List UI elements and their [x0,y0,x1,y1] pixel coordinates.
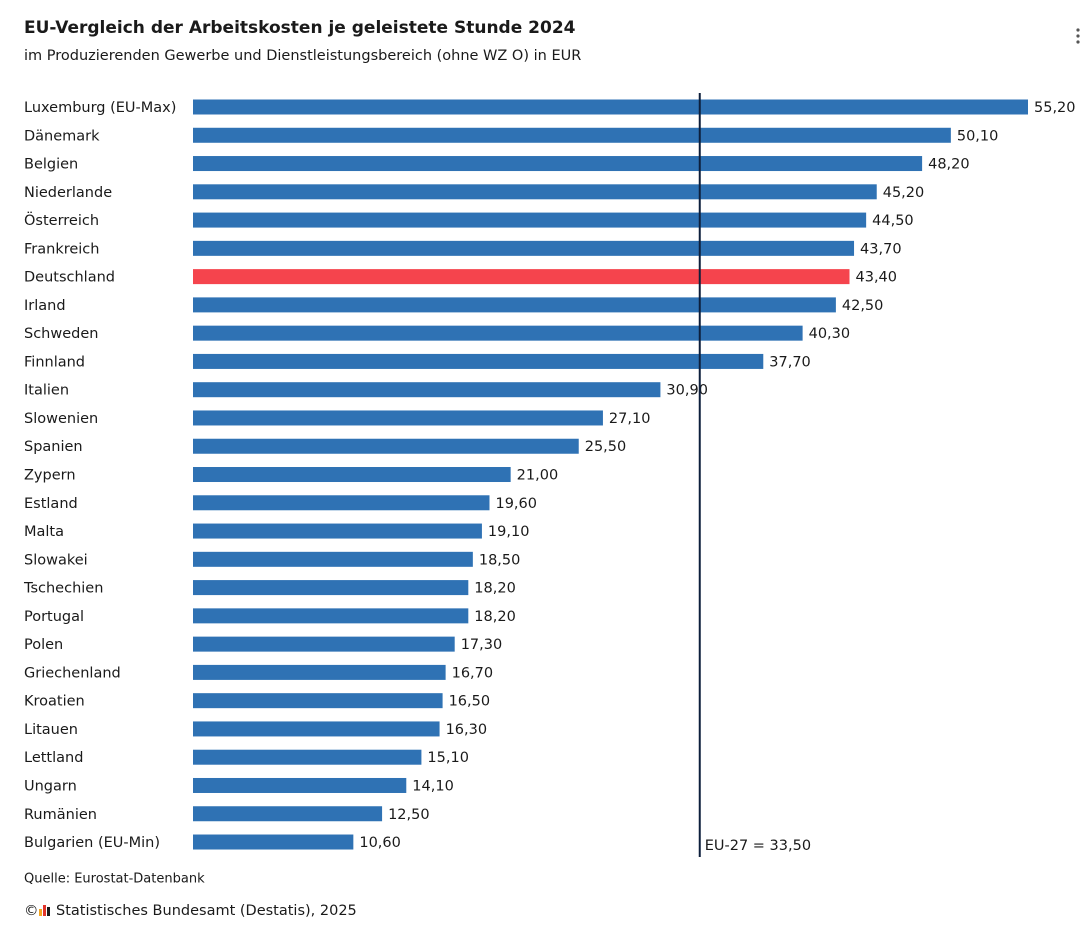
value-label: 48,20 [928,157,970,173]
bar [193,438,579,454]
category-label: Italien [24,383,69,399]
bar [193,156,923,172]
category-label: Kroatien [24,694,85,710]
category-label: Finnland [24,354,85,370]
value-label: 16,30 [446,722,488,738]
bar [193,693,443,709]
category-label: Rumänien [24,807,97,823]
bar [193,184,877,200]
bar [193,325,803,341]
value-label: 30,90 [666,383,708,399]
value-label: 50,10 [957,128,999,144]
bar [193,664,446,680]
category-label: Niederlande [24,185,112,201]
category-label: Belgien [24,157,78,173]
chart-subtitle: im Produzierenden Gewerbe und Dienstleis… [24,48,581,64]
value-label: 10,60 [359,835,401,851]
bar [193,806,383,822]
value-label: 25,50 [585,439,627,455]
bar [193,608,469,624]
category-label: Lettland [24,750,83,766]
category-label: Malta [24,524,64,540]
category-label: Tschechien [23,581,103,597]
category-label: Slowenien [24,411,98,427]
copyright-symbol: © [24,903,39,919]
bar [193,382,661,398]
bar [193,353,764,369]
category-label: Dänemark [24,128,100,144]
value-label: 15,10 [427,750,469,766]
value-label: 19,60 [495,496,537,512]
bar [193,551,473,567]
category-label: Österreich [24,211,99,229]
value-label: 37,70 [769,354,811,370]
category-label: Estland [24,496,78,512]
value-label: 16,70 [452,665,494,681]
value-label: 43,70 [860,241,902,257]
bar [193,495,490,511]
value-label: 45,20 [883,185,925,201]
value-label: 17,30 [461,637,503,653]
value-label: 55,20 [1034,100,1076,116]
bar [193,523,482,539]
value-label: 18,20 [474,581,516,597]
bar [193,834,354,850]
value-label: 42,50 [842,298,884,314]
category-label: Portugal [24,609,84,625]
value-label: 19,10 [488,524,530,540]
value-label: 16,50 [449,694,491,710]
category-label: Zypern [24,468,76,484]
bar [193,580,469,596]
category-label: Litauen [24,722,78,738]
bar [193,297,836,313]
bar [193,777,407,793]
value-label: 27,10 [609,411,651,427]
source: Quelle: Eurostat-Datenbank [24,872,205,887]
value-label: 40,30 [809,326,851,342]
bar [193,127,951,143]
value-label: 21,00 [517,468,559,484]
category-label: Polen [24,637,63,653]
value-label: 43,40 [856,270,898,286]
value-label: 12,50 [388,807,430,823]
category-label: Spanien [24,439,83,455]
bar [193,467,511,483]
destatis-logo [39,905,50,916]
bar [193,749,422,765]
value-label: 18,20 [474,609,516,625]
value-label: 18,50 [479,552,521,568]
category-label: Bulgarien (EU-Min) [24,835,160,851]
category-label: Frankreich [24,241,99,257]
reference-label: EU-27 = 33,50 [705,838,811,854]
menu-button[interactable] [1076,28,1080,44]
bar [193,636,455,652]
bar [193,721,440,737]
category-label: Schweden [24,326,98,342]
bar [193,99,1028,115]
value-label: 14,10 [412,778,454,794]
category-label: Ungarn [24,778,77,794]
category-label: Slowakei [24,552,88,568]
category-label: Luxemburg (EU-Max) [24,100,176,116]
bar [193,240,855,256]
category-label: Irland [24,298,66,314]
value-label: 44,50 [872,213,914,229]
category-label: Deutschland [24,270,115,286]
bar [193,269,850,285]
bar [193,410,603,426]
category-label: Griechenland [24,665,121,681]
bar [193,212,867,228]
copyright: Statistisches Bundesamt (Destatis), 2025 [56,903,357,919]
chart-title: EU-Vergleich der Arbeitskosten je geleis… [24,18,576,38]
